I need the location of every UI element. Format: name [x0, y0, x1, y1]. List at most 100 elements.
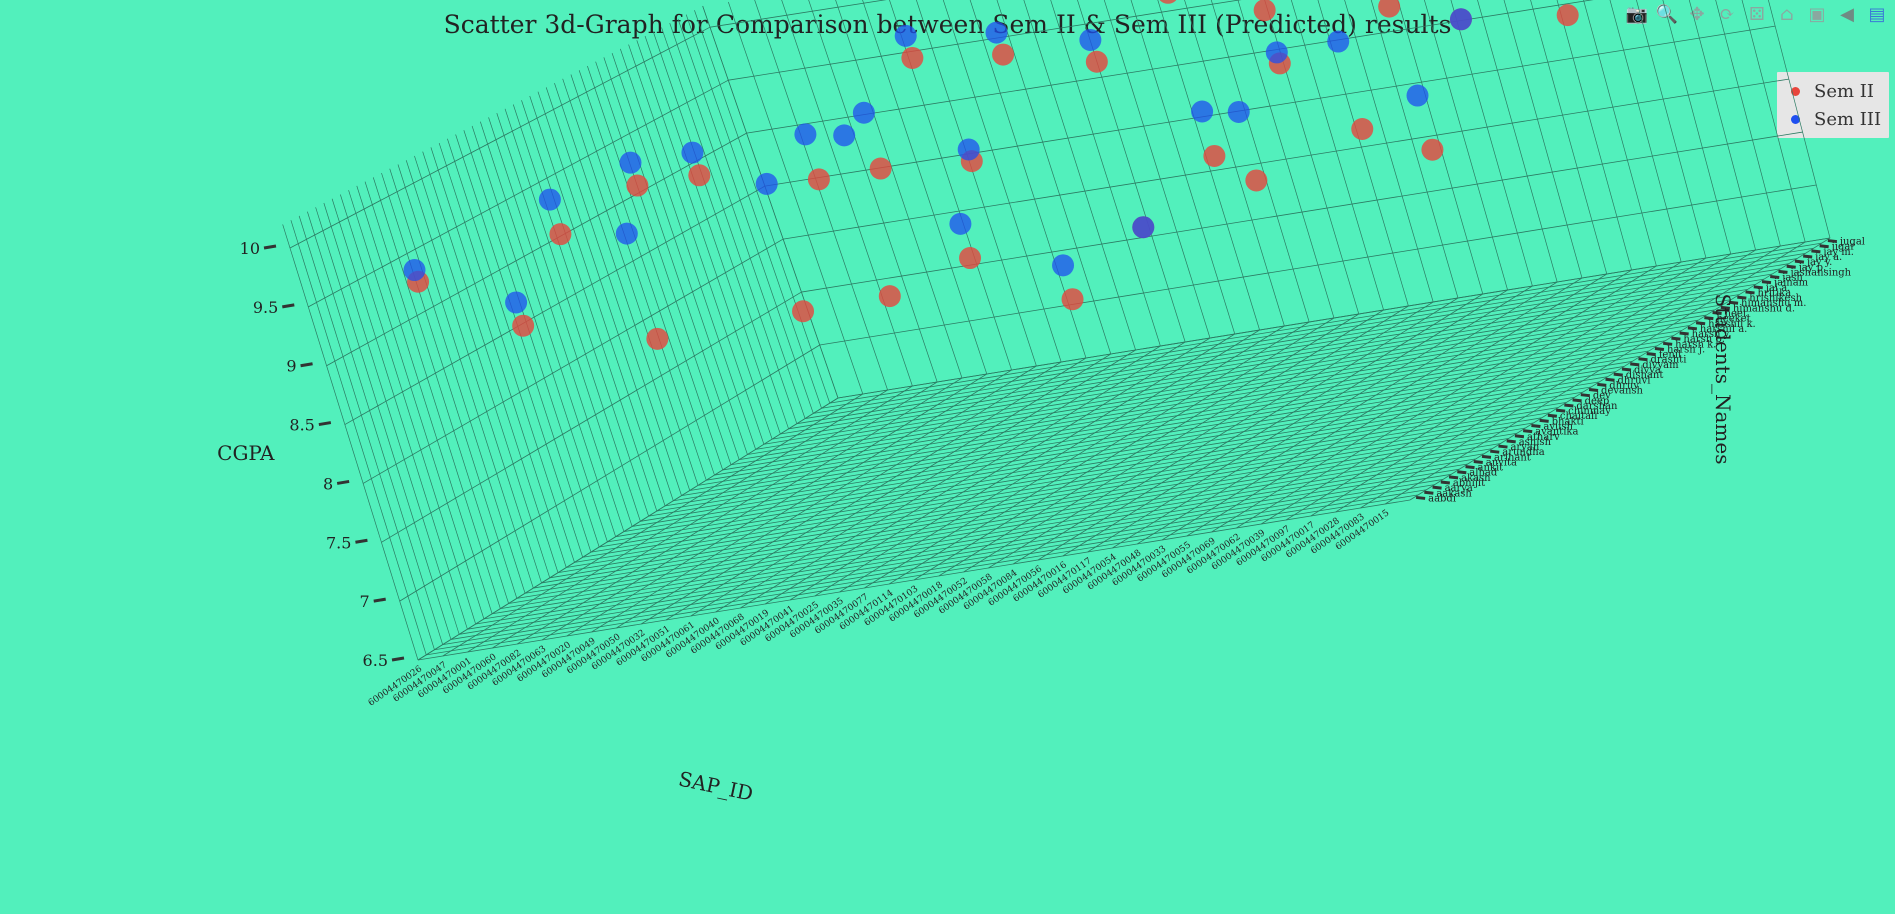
sem2-point[interactable]	[549, 223, 572, 246]
wall-grid-line	[1237, 0, 1335, 319]
legend-item-sem3[interactable]: Sem III	[1791, 106, 1881, 132]
sem2-point[interactable]	[1157, 0, 1179, 4]
y-tick-label: harsh p.	[1683, 334, 1725, 345]
sem2-point[interactable]	[1351, 117, 1374, 140]
floor-grid-line	[615, 376, 1608, 538]
wall-grid-line	[545, 87, 682, 496]
y-tick-mark	[1827, 239, 1838, 244]
pan-icon[interactable]: ✥	[1689, 4, 1705, 25]
sem3-point[interactable]	[1052, 254, 1075, 277]
sem3-point[interactable]	[1265, 41, 1288, 64]
plotly-logo-icon[interactable]: ▤	[1868, 4, 1886, 25]
y-tick-mark	[1819, 244, 1829, 249]
sem3-point[interactable]	[985, 21, 1008, 44]
turntable-rotate-icon[interactable]: ⚄	[1749, 4, 1765, 25]
floor-grid-line	[417, 499, 1411, 661]
sem3-point[interactable]	[794, 123, 817, 146]
wall-grid-line	[422, 151, 559, 573]
floor-grid-line	[829, 242, 1822, 404]
y-tick-mark	[1811, 249, 1821, 254]
y-tick-mark	[1613, 372, 1623, 377]
sem2-point[interactable]	[807, 168, 830, 191]
wall-grid-line	[862, 0, 988, 375]
sem3-point[interactable]	[1132, 216, 1155, 239]
y-tick-mark	[1440, 480, 1450, 485]
wall-grid-line	[488, 117, 625, 532]
wall-grid-line	[562, 78, 699, 486]
sem2-point[interactable]	[992, 43, 1015, 66]
sem3-point[interactable]	[1406, 84, 1429, 107]
sem2-point[interactable]	[626, 174, 649, 197]
z-tick-mark	[355, 538, 368, 544]
sem2-point[interactable]	[1245, 169, 1268, 192]
sem3-point[interactable]	[505, 291, 528, 314]
sem3-point[interactable]	[681, 141, 704, 164]
camera-icon[interactable]: 📷	[1625, 4, 1649, 25]
floor-grid-line	[434, 489, 1427, 651]
sem2-point[interactable]	[1203, 144, 1226, 167]
y-tick-label: jainam	[1773, 278, 1809, 289]
y-tick-mark	[1514, 434, 1525, 439]
sem2-point[interactable]	[959, 247, 982, 270]
sem3-point[interactable]	[957, 138, 980, 161]
sem3-point[interactable]	[949, 212, 972, 235]
sem2-point[interactable]	[512, 314, 535, 337]
wall-grid-line	[344, 185, 766, 425]
wall-grid-line	[315, 207, 452, 640]
sem2-point[interactable]	[878, 285, 901, 308]
floor-grid-line	[796, 263, 1789, 425]
sem3-point[interactable]	[1191, 100, 1214, 123]
y-tick-mark	[1803, 254, 1813, 259]
sem3-point[interactable]	[538, 188, 561, 211]
wall-grid-line	[1157, 0, 1260, 331]
sem2-point[interactable]	[792, 300, 815, 323]
floor-grid-line	[590, 391, 1584, 553]
sem2-point[interactable]	[1253, 0, 1276, 22]
sem3-point[interactable]	[619, 151, 642, 174]
sem2-point[interactable]	[1378, 0, 1401, 18]
sem3-point[interactable]	[1327, 30, 1350, 53]
sem3-point[interactable]	[615, 222, 638, 245]
reset-camera-default-icon[interactable]: ⌂	[1780, 4, 1794, 25]
wall-grid-line	[308, 79, 729, 308]
sem3-point[interactable]	[1227, 100, 1250, 123]
sem2-point[interactable]	[646, 327, 669, 350]
sem3-point[interactable]	[1079, 28, 1102, 51]
orbit-rotate-icon[interactable]: ⟳	[1719, 4, 1735, 25]
sem3-point[interactable]	[833, 124, 856, 147]
sem2-point[interactable]	[869, 157, 892, 180]
sem2-point[interactable]	[1061, 288, 1084, 311]
sem3-point[interactable]	[403, 259, 426, 282]
y-tick-mark	[1490, 449, 1500, 454]
legend-item-sem2[interactable]: Sem II	[1791, 78, 1874, 104]
y-tick-label: aryan	[1510, 442, 1539, 453]
y-tick-label: harsh k.	[1675, 339, 1716, 350]
wall-grid-line	[578, 70, 715, 476]
floor-grid-line	[640, 360, 1633, 522]
sem2-point[interactable]	[1556, 4, 1579, 27]
wall-grid-line	[480, 121, 616, 537]
sem2-point[interactable]	[1085, 50, 1108, 73]
sem2-point[interactable]	[688, 164, 711, 187]
floor-grid-line	[549, 417, 1542, 579]
floor-grid-line	[1211, 269, 1632, 533]
wall-grid-line	[1264, 0, 1360, 315]
sem3-point[interactable]	[852, 101, 875, 124]
sem2-point[interactable]	[901, 46, 924, 69]
floor-grid-line	[1384, 241, 1806, 505]
sem3-point[interactable]	[894, 24, 917, 47]
reset-camera-last-save-icon[interactable]: ▣	[1808, 4, 1826, 25]
sem3-point[interactable]	[1449, 8, 1472, 31]
floor-grid-line	[690, 353, 1112, 617]
floor-grid-line	[714, 314, 1707, 476]
chart-title: Scatter 3d-Graph for Comparison between …	[443, 10, 1452, 39]
sem3-point[interactable]	[755, 172, 778, 195]
hover-closest-icon[interactable]: ◀	[1840, 4, 1854, 25]
sem2-point[interactable]	[1421, 138, 1444, 161]
y-tick-mark	[1523, 429, 1533, 434]
wall-grid-line	[694, 10, 831, 404]
floor-grid-line	[566, 407, 1559, 568]
floor-grid-line	[988, 305, 1409, 569]
y-tick-label: dev	[1593, 391, 1611, 402]
